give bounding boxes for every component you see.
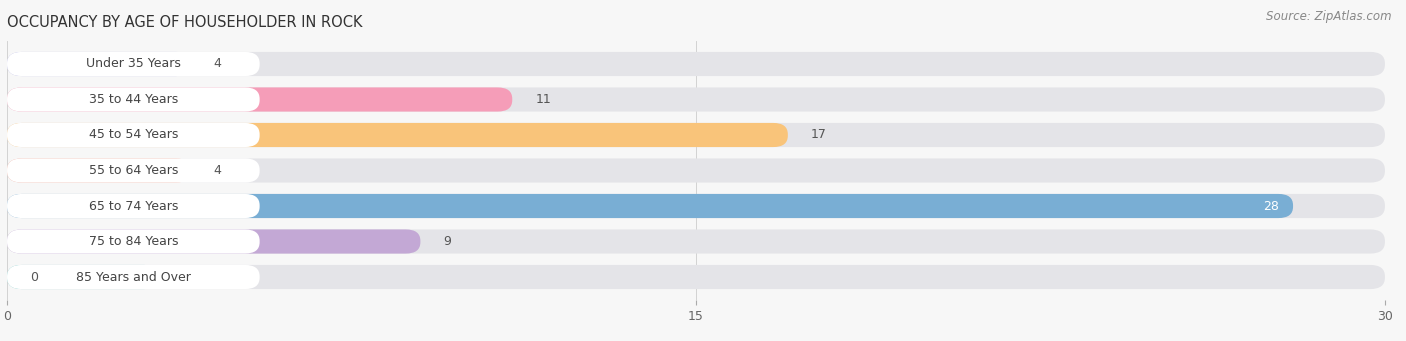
Text: 35 to 44 Years: 35 to 44 Years bbox=[89, 93, 179, 106]
Text: 45 to 54 Years: 45 to 54 Years bbox=[89, 129, 179, 142]
FancyBboxPatch shape bbox=[7, 123, 260, 147]
FancyBboxPatch shape bbox=[7, 229, 420, 254]
Text: Source: ZipAtlas.com: Source: ZipAtlas.com bbox=[1267, 10, 1392, 23]
Text: 28: 28 bbox=[1264, 199, 1279, 212]
Text: 55 to 64 Years: 55 to 64 Years bbox=[89, 164, 179, 177]
Text: 0: 0 bbox=[30, 270, 38, 283]
FancyBboxPatch shape bbox=[7, 159, 260, 182]
FancyBboxPatch shape bbox=[7, 52, 260, 76]
FancyBboxPatch shape bbox=[7, 265, 159, 289]
FancyBboxPatch shape bbox=[7, 229, 260, 254]
Text: 9: 9 bbox=[443, 235, 451, 248]
FancyBboxPatch shape bbox=[7, 194, 1385, 218]
FancyBboxPatch shape bbox=[7, 87, 260, 112]
FancyBboxPatch shape bbox=[7, 123, 787, 147]
FancyBboxPatch shape bbox=[7, 52, 1385, 76]
Text: Under 35 Years: Under 35 Years bbox=[86, 58, 181, 71]
Text: 85 Years and Over: 85 Years and Over bbox=[76, 270, 191, 283]
FancyBboxPatch shape bbox=[7, 52, 191, 76]
FancyBboxPatch shape bbox=[7, 194, 1294, 218]
FancyBboxPatch shape bbox=[7, 194, 260, 218]
Text: 4: 4 bbox=[214, 58, 222, 71]
FancyBboxPatch shape bbox=[7, 229, 1385, 254]
FancyBboxPatch shape bbox=[7, 123, 1385, 147]
FancyBboxPatch shape bbox=[7, 87, 1385, 112]
FancyBboxPatch shape bbox=[7, 159, 191, 182]
FancyBboxPatch shape bbox=[7, 265, 1385, 289]
Text: 4: 4 bbox=[214, 164, 222, 177]
Text: 17: 17 bbox=[811, 129, 827, 142]
Text: OCCUPANCY BY AGE OF HOUSEHOLDER IN ROCK: OCCUPANCY BY AGE OF HOUSEHOLDER IN ROCK bbox=[7, 15, 363, 30]
Text: 65 to 74 Years: 65 to 74 Years bbox=[89, 199, 179, 212]
FancyBboxPatch shape bbox=[7, 265, 260, 289]
FancyBboxPatch shape bbox=[7, 159, 1385, 182]
FancyBboxPatch shape bbox=[7, 87, 512, 112]
Text: 75 to 84 Years: 75 to 84 Years bbox=[89, 235, 179, 248]
Text: 11: 11 bbox=[536, 93, 551, 106]
